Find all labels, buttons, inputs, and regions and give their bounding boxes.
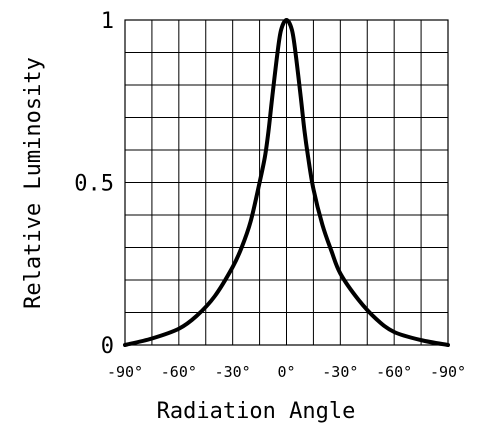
x-tick-label: -60° bbox=[376, 363, 412, 381]
x-tick-label: -60° bbox=[161, 363, 197, 381]
grid bbox=[125, 20, 448, 345]
x-tick-label: -90° bbox=[107, 363, 143, 381]
y-tick-label: 0.5 bbox=[74, 172, 114, 197]
y-tick-labels: 00.51 bbox=[74, 9, 114, 359]
x-tick-label: -90° bbox=[430, 363, 466, 381]
x-tick-labels: -90° -60° -30° 0° -30° -60° -90° bbox=[107, 363, 466, 381]
x-tick-label: -30° bbox=[322, 363, 358, 381]
x-tick-label: -30° bbox=[215, 363, 251, 381]
x-tick-label: 0° bbox=[277, 363, 295, 381]
x-axis-label: Radiation Angle bbox=[157, 399, 356, 424]
luminosity-curve bbox=[123, 18, 450, 347]
y-axis-label: Relative Luminosity bbox=[21, 57, 46, 309]
y-tick-label: 1 bbox=[101, 9, 114, 34]
y-tick-label: 0 bbox=[101, 334, 114, 359]
